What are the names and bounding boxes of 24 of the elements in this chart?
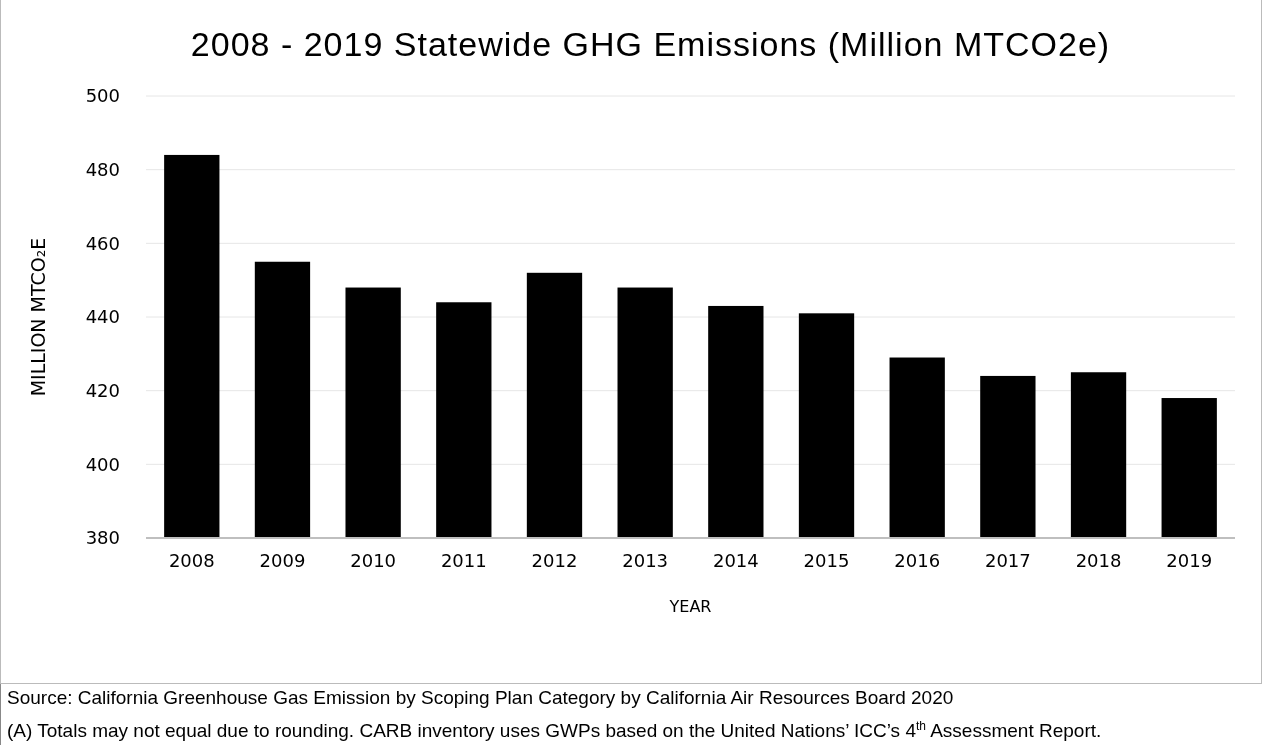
x-tick-label: 2011 <box>440 549 487 571</box>
x-tick-label: 2008 <box>168 549 215 571</box>
chart-title: 2008 - 2019 Statewide GHG Emissions (Million MTCO2e) <box>190 25 1111 63</box>
text: (A) Totals may not equal due to rounding. CARB inventory uses GWPs based on the United Nations’ ICC’s 4$^{th}$ Assessment Report. <box>0 712 1262 746</box>
y-tick-label: 500 <box>85 85 120 107</box>
source-note: Source: California Greenhouse Gas Emission by Scoping Plan Category by California Air Resources Board 2020 <box>0 684 1262 712</box>
x-tick-label: 2014 <box>712 549 759 571</box>
y-tick-label: 380 <box>85 527 120 549</box>
y-tick-label: 480 <box>85 158 120 180</box>
x-tick-label: 2012 <box>531 549 578 571</box>
x-tick-label: 2015 <box>803 549 850 571</box>
x-tick-label: 2013 <box>622 549 669 571</box>
x-tick-label: 2018 <box>1075 549 1122 571</box>
y-tick-label: 460 <box>85 232 120 254</box>
y-tick-label: 400 <box>85 453 120 475</box>
x-axis-title: YEAR <box>668 597 712 616</box>
x-tick-label: 2017 <box>984 549 1031 571</box>
x-tick-label: 2019 <box>1166 549 1213 571</box>
y-axis-title: MILLION MTCO₂E <box>27 237 49 397</box>
y-tick-label: 440 <box>85 306 120 328</box>
x-tick-label: 2010 <box>350 549 397 571</box>
x-tick-label: 2016 <box>894 549 941 571</box>
y-tick-label: 420 <box>85 379 120 401</box>
x-tick-label: 2009 <box>259 549 306 571</box>
